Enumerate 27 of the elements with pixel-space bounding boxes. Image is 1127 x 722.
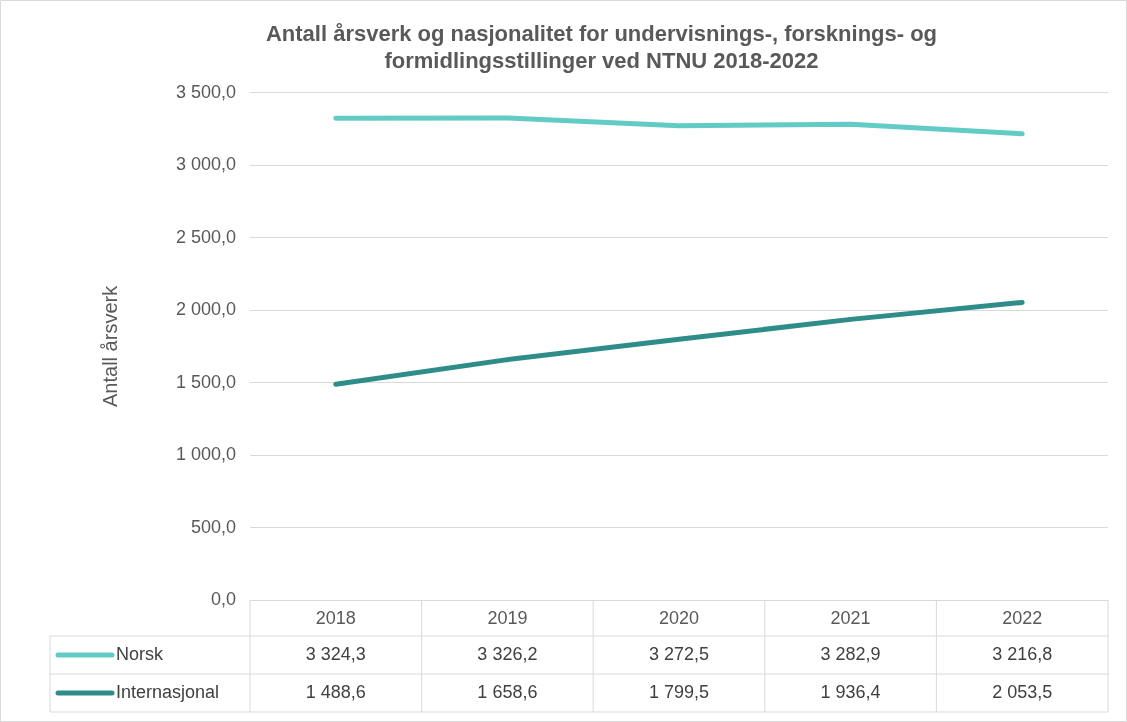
legend-label: Internasjonal (116, 681, 220, 702)
y-tick-label: 2 500,0 (175, 226, 236, 247)
data-label: 1 658,6 (477, 681, 538, 702)
y-tick-label: 1 500,0 (175, 371, 236, 392)
y-tick-label: 0,0 (210, 588, 236, 609)
y-axis-title: Antall årsverk (98, 284, 121, 407)
data-label: 3 282,9 (820, 643, 881, 664)
data-label: 1 488,6 (305, 681, 366, 702)
y-tick-label: 3 000,0 (175, 154, 236, 175)
legend-label: Norsk (116, 643, 164, 664)
y-tick-label: 2 000,0 (175, 299, 236, 320)
data-label: 3 272,5 (648, 643, 710, 664)
data-label: 3 216,8 (992, 643, 1053, 664)
data-label: 3 324,3 (305, 643, 366, 664)
data-label: 1 799,5 (648, 681, 710, 702)
y-tick-label: 500,0 (190, 516, 236, 537)
chart-title: Antall årsverk og nasjonalitet for undervisnings-, forsknings- og formidlingsstillinger ved NTNU 2018-2022 (265, 21, 938, 73)
x-tick-label: 2021 (830, 607, 871, 628)
x-tick-label: 2022 (1002, 607, 1043, 628)
data-label: 1 936,4 (820, 681, 881, 702)
x-tick-label: 2020 (658, 607, 700, 628)
data-label: 3 326,2 (477, 643, 538, 664)
x-tick-label: 2018 (315, 607, 356, 628)
y-tick-label: 1 000,0 (175, 444, 236, 465)
y-tick-label: 3 500,0 (175, 81, 236, 102)
x-tick-label: 2019 (487, 607, 528, 628)
data-label: 2 053,5 (992, 681, 1053, 702)
